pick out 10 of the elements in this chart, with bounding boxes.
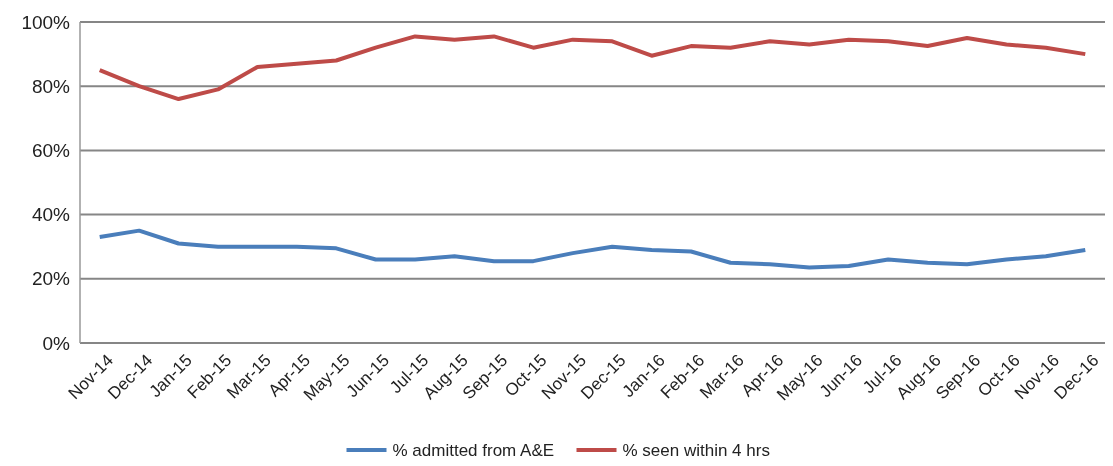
y-tick-label: 100% [21,11,71,33]
y-tick-label: 80% [31,75,71,97]
legend-label: % seen within 4 hrs [622,441,770,460]
y-tick-label: 20% [31,268,71,290]
line-series [97,228,1088,270]
y-tick-label: 60% [31,140,71,162]
line-series [97,34,1088,102]
y-tick-label: 40% [31,204,71,226]
y-tick-label: 0% [42,332,71,354]
legend-label: % admitted from A&E [392,441,555,460]
